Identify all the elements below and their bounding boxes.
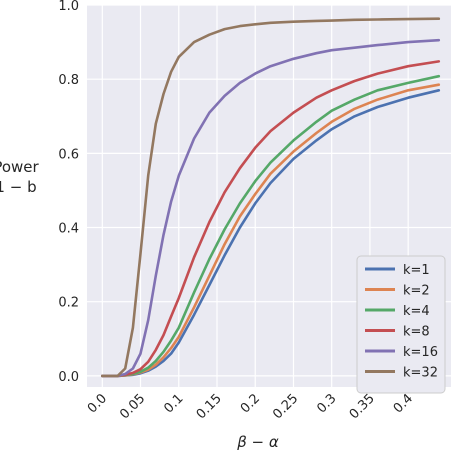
x-tick-label: 0.15 <box>194 391 225 422</box>
series-line-k=32 <box>101 17 441 378</box>
legend-label: k=8 <box>403 325 430 340</box>
legend-label: k=16 <box>403 345 438 360</box>
legend-label: k=4 <box>403 304 430 319</box>
series-lines <box>101 17 441 378</box>
y-axis-label-line1: Power <box>0 158 40 176</box>
x-tick-labels: 0.0 0.05 0.1 0.15 0.2 0.25 0.3 0.35 0.4 <box>85 391 416 422</box>
x-tick-label: 0.1 <box>161 391 186 416</box>
x-tick-label: 0.05 <box>117 391 148 422</box>
y-tick-label: 0.8 <box>58 73 79 88</box>
x-tick-label: 0.3 <box>314 391 339 416</box>
y-tick-labels: 0.0 0.2 0.4 0.6 0.8 1.0 <box>58 0 79 385</box>
legend-label: k=32 <box>403 366 438 381</box>
y-axis-label-line2: 1 − b <box>0 178 37 196</box>
x-tick-label: 0.4 <box>391 391 416 416</box>
legend-label: k=1 <box>403 263 430 278</box>
legend: k=1 k=2 k=4 k=8 k=16 k=32 <box>356 255 446 394</box>
y-tick-label: 0.2 <box>58 296 79 311</box>
y-tick-label: 0.4 <box>58 222 79 237</box>
y-tick-label: 0.6 <box>58 147 79 162</box>
series-line-k=8 <box>101 60 441 378</box>
y-tick-label: 0.0 <box>58 370 79 385</box>
x-tick-label: 0.25 <box>270 391 301 422</box>
x-tick-label: 0.2 <box>238 391 263 416</box>
x-tick-label: 0.0 <box>85 391 110 416</box>
x-axis-label: β − α <box>236 433 279 451</box>
series-line-k=16 <box>101 38 441 378</box>
y-tick-label: 1.0 <box>58 0 79 14</box>
legend-label: k=2 <box>403 284 430 299</box>
x-tick-label: 0.35 <box>347 391 378 422</box>
series-line-k=4 <box>101 74 441 378</box>
